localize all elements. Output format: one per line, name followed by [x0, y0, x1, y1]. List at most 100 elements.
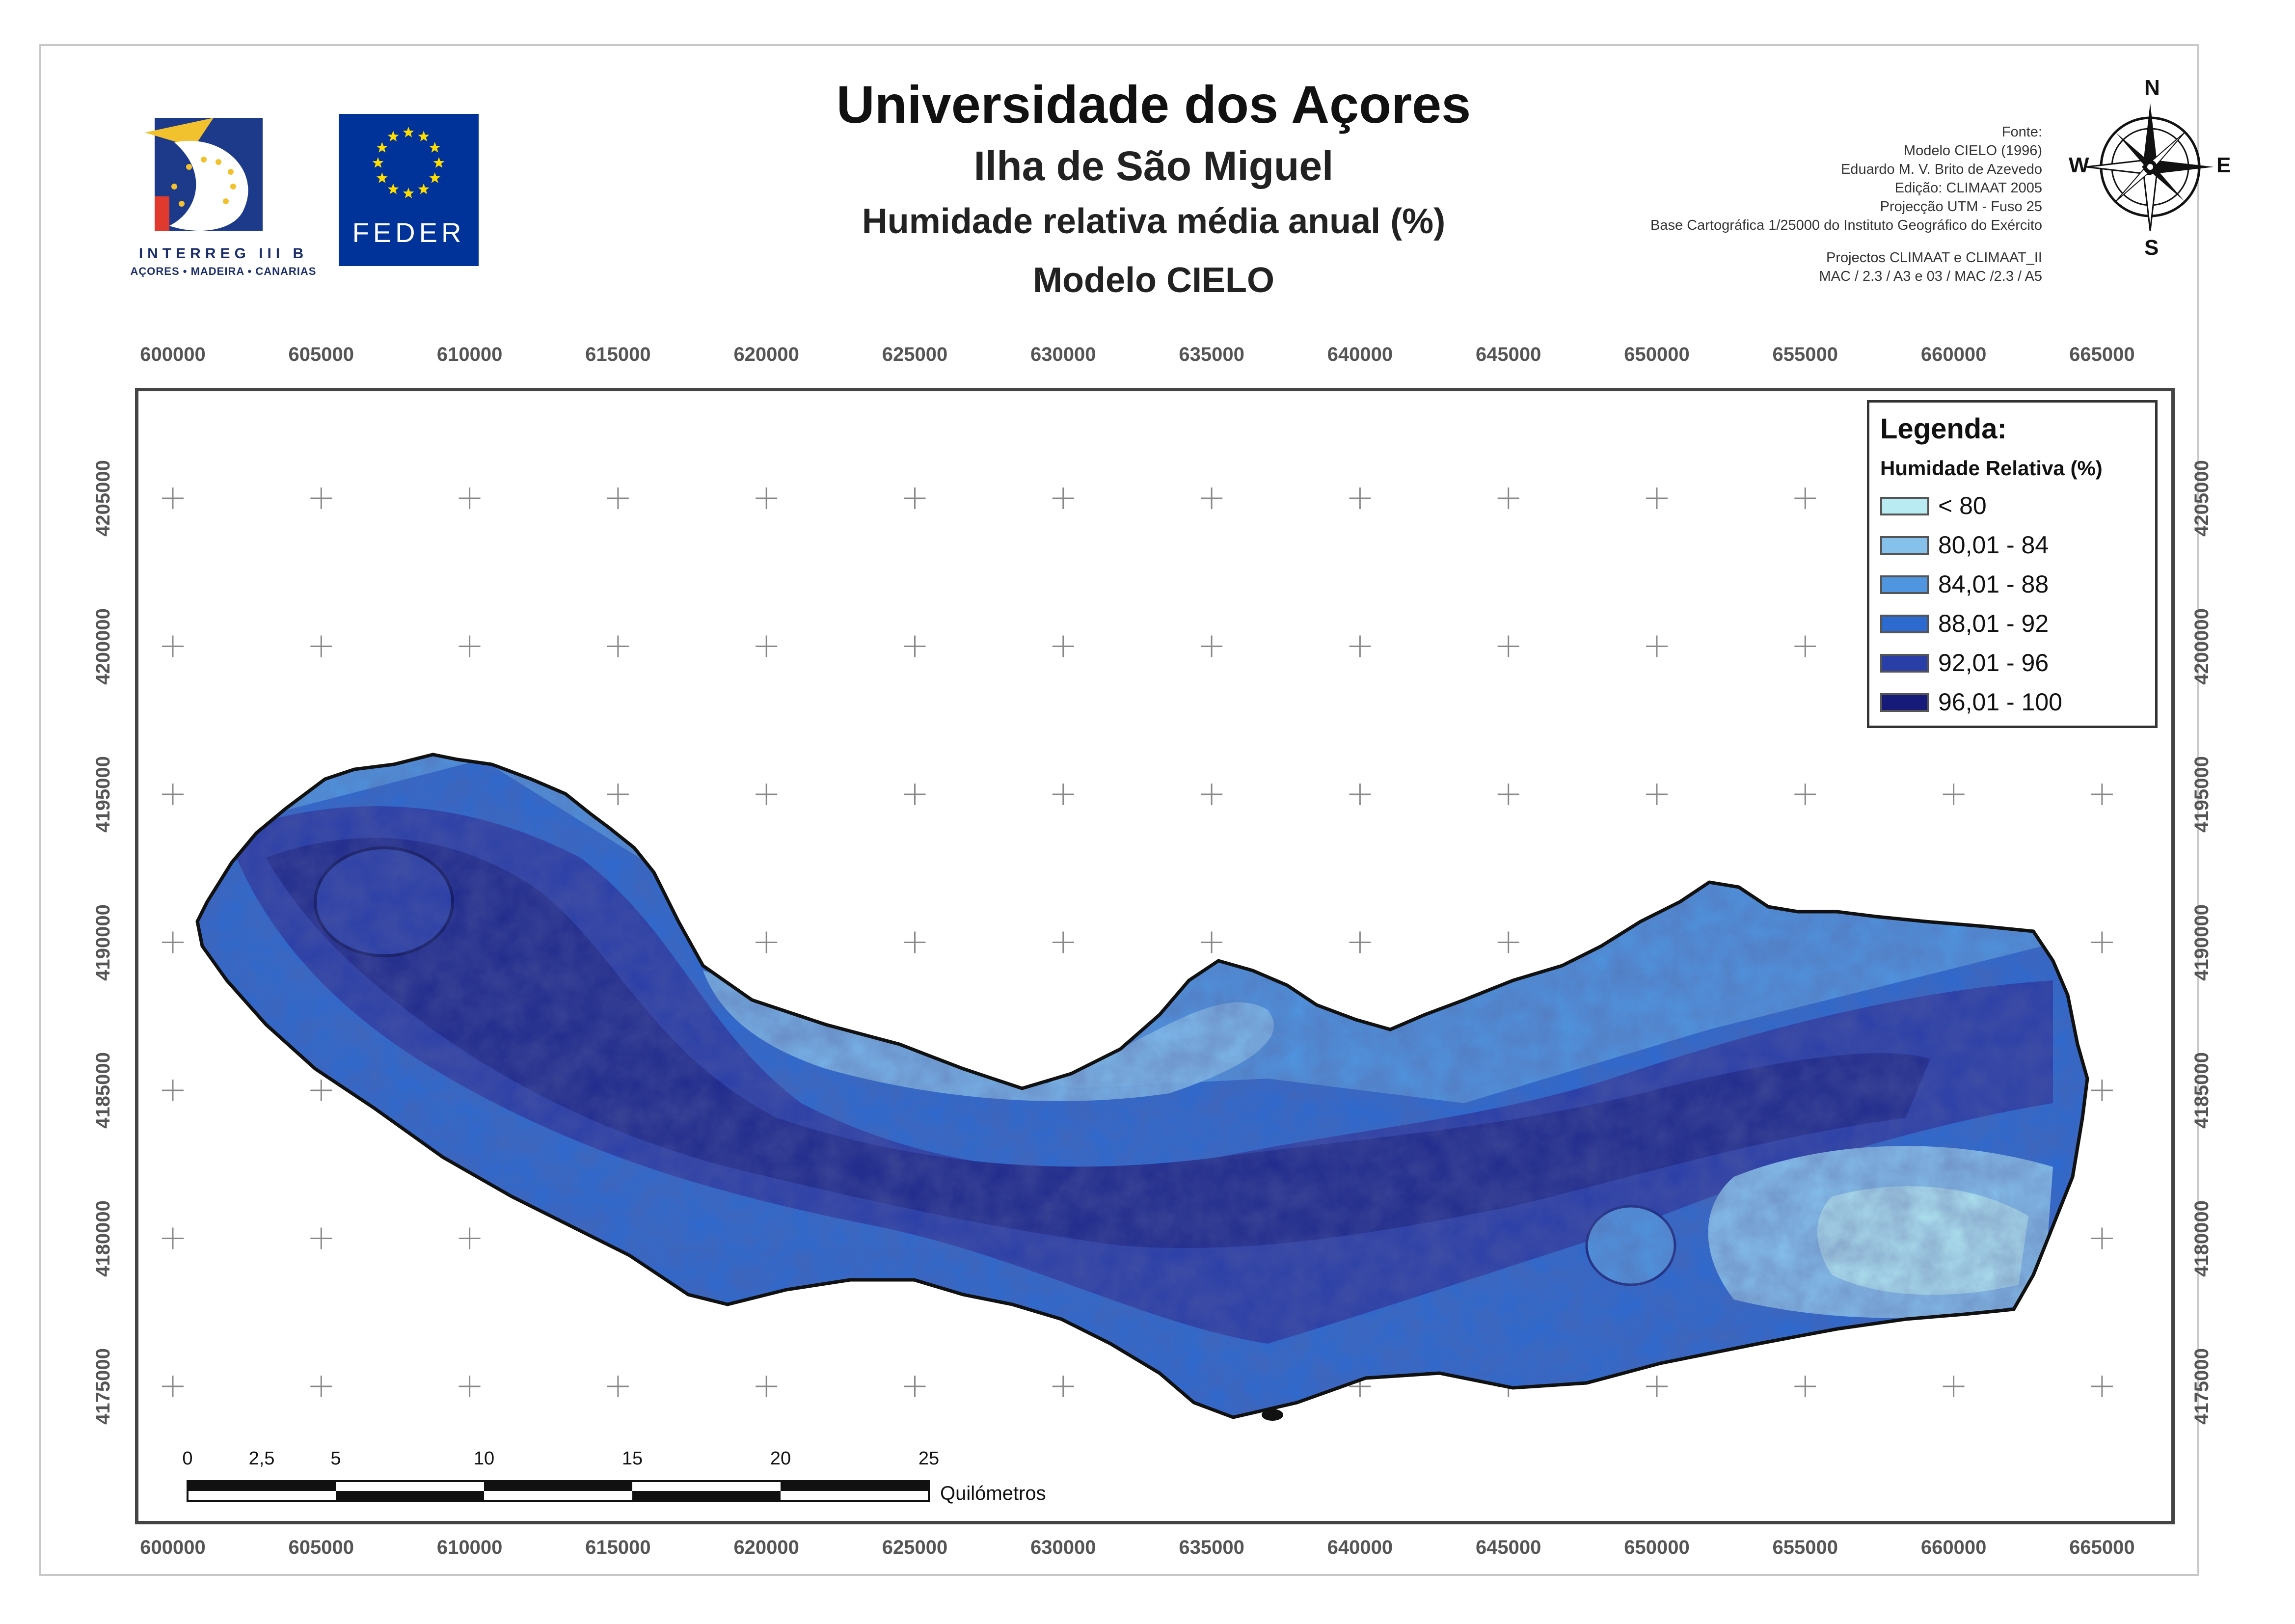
legend-swatch — [1880, 575, 1929, 594]
credit-line: Projectos CLIMAAT e CLIMAAT_II — [1826, 250, 2042, 266]
scale-label: 0 — [182, 1448, 193, 1469]
legend-swatch — [1880, 536, 1929, 555]
eu-star-icon — [372, 157, 384, 168]
map-subtitle-variable: Humidade relativa média anual (%) — [862, 202, 1446, 241]
y-tick-label: 4190000 — [92, 904, 114, 981]
graticule-cross — [2091, 1080, 2113, 1101]
x-tick-label: 665000 — [2069, 1537, 2135, 1558]
scale-label: 10 — [473, 1448, 495, 1469]
x-tick-label: 615000 — [585, 1537, 651, 1558]
graticule-cross — [310, 635, 332, 657]
feder-logo: FEDER — [339, 114, 479, 266]
graticule-cross — [162, 1227, 184, 1249]
x-tick-label: 650000 — [1624, 344, 1690, 365]
legend-item: 88,01 - 92 — [1880, 609, 2155, 638]
legend-label: 92,01 - 96 — [1938, 649, 2049, 677]
graticule-cross — [310, 1376, 332, 1397]
graticule-cross — [162, 1080, 184, 1101]
eu-stars-icon — [372, 127, 445, 198]
graticule-cross — [1794, 635, 1816, 657]
graticule-cross — [756, 931, 778, 953]
interreg-logo: INTERREG III B AÇORES • MADEIRA • CANARI… — [115, 113, 316, 280]
island-shape — [197, 755, 2087, 1417]
x-tick-label: 635000 — [1179, 1537, 1244, 1558]
scale-label: 20 — [770, 1448, 791, 1469]
eu-star-icon — [403, 188, 414, 198]
x-tick-label: 660000 — [1920, 344, 1987, 365]
x-tick-label: 620000 — [733, 344, 799, 365]
x-tick-label: 615000 — [585, 344, 651, 365]
x-tick-label: 640000 — [1327, 1537, 1393, 1558]
map-sheet-border — [39, 44, 2199, 1576]
graticule-cross — [1794, 487, 1816, 509]
graticule-cross — [904, 635, 926, 657]
legend-swatch — [1880, 654, 1929, 673]
y-tick-label: 4185000 — [92, 1052, 114, 1129]
graticule-cross — [459, 1227, 481, 1249]
graticule-cross — [1201, 784, 1223, 805]
interreg-regions: AÇORES • MADEIRA • CANARIAS — [130, 265, 317, 277]
y-tick-label: 4205000 — [2191, 460, 2213, 537]
x-tick-label: 605000 — [288, 344, 354, 365]
interreg-emblem — [145, 118, 263, 231]
interreg-caption: INTERREG III B — [138, 245, 308, 262]
graticule-cross — [1497, 635, 1519, 657]
graticule-cross — [310, 487, 332, 509]
scale-bar — [187, 1480, 930, 1502]
graticule-cross — [1349, 487, 1371, 509]
graticule-cross — [756, 635, 778, 657]
legend-swatch — [1880, 497, 1929, 515]
graticule-cross — [162, 487, 184, 509]
y-tick-label: 4195000 — [92, 756, 114, 833]
map-title: Universidade dos Açores — [836, 75, 1471, 134]
graticule-cross — [162, 1376, 184, 1397]
eu-star-icon — [433, 157, 445, 168]
graticule-cross — [1349, 784, 1371, 805]
x-tick-label: 635000 — [1179, 344, 1244, 365]
graticule-cross — [459, 1376, 481, 1397]
legend-item: < 80 — [1880, 491, 2155, 520]
x-tick-label: 660000 — [1920, 1537, 1987, 1558]
graticule-cross — [310, 1080, 332, 1101]
graticule-cross — [1943, 1376, 1965, 1397]
graticule-cross — [2091, 784, 2113, 805]
graticule-cross — [904, 1376, 926, 1397]
graticule-cross — [1052, 487, 1074, 509]
legend-title: Legenda: — [1880, 413, 2007, 445]
credit-line: Projecção UTM - Fuso 25 — [1880, 199, 2042, 215]
x-tick-label: 650000 — [1624, 1537, 1690, 1558]
scale-label: 15 — [621, 1448, 643, 1469]
legend-item: 80,01 - 84 — [1880, 530, 2155, 560]
graticule-cross — [1052, 784, 1074, 805]
terrain-hillshade — [197, 755, 2087, 1417]
graticule-cross — [2091, 1227, 2113, 1249]
legend-swatch — [1880, 615, 1929, 633]
scale-unit: Quilómetros — [940, 1483, 1046, 1504]
eu-star-icon — [387, 131, 399, 141]
scale-label: 2,5 — [248, 1448, 275, 1469]
graticule-cross — [756, 487, 778, 509]
y-tick-label: 4185000 — [2191, 1052, 2213, 1129]
eu-star-icon — [429, 172, 441, 183]
feder-caption: FEDER — [352, 217, 465, 248]
graticule-cross — [1646, 635, 1668, 657]
graticule-cross — [1349, 931, 1371, 953]
map-frame — [135, 388, 2175, 1524]
eu-star-icon — [418, 131, 430, 141]
y-tick-label: 4195000 — [2191, 756, 2213, 833]
graticule-cross — [1201, 931, 1223, 953]
eu-star-icon — [429, 142, 441, 153]
island-map — [162, 487, 2113, 1502]
graticule-cross — [756, 1376, 778, 1397]
graticule-cross — [607, 635, 629, 657]
graticule-cross — [162, 931, 184, 953]
x-tick-label: 655000 — [1772, 344, 1838, 365]
graticule-cross — [1794, 784, 1816, 805]
graticule-cross — [2091, 1376, 2113, 1397]
x-tick-label: 610000 — [436, 344, 503, 365]
graticule-cross — [756, 784, 778, 805]
compass-rose: N S W E — [2032, 74, 2268, 260]
x-tick-label: 625000 — [882, 344, 948, 365]
compass-west-label: W — [2069, 153, 2089, 177]
x-tick-label: 645000 — [1475, 1537, 1541, 1558]
